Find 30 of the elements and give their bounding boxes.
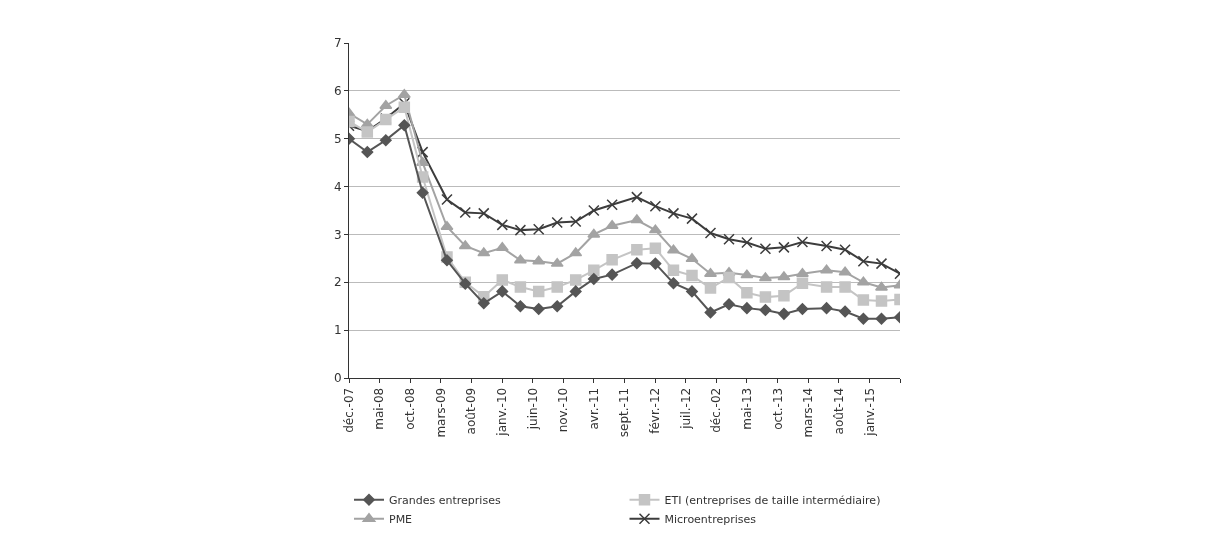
y-tick-label: 5 xyxy=(333,131,342,146)
x-tick-label: déc.-07 xyxy=(341,387,356,433)
legend-label: Grandes entreprises xyxy=(389,493,501,507)
y-tick-label: 3 xyxy=(333,227,342,242)
x-tick-label: mai-13 xyxy=(739,387,754,430)
legend-label: Microentreprises xyxy=(664,512,757,526)
x-tick-label: févr.-12 xyxy=(648,387,663,434)
x-tick-label: janv.-10 xyxy=(495,387,510,437)
x-tick-label: mars-09 xyxy=(433,387,448,438)
x-tick-label: oct.-08 xyxy=(403,387,418,430)
x-tick-label: août-14 xyxy=(831,387,846,435)
y-tick-label: 6 xyxy=(333,84,342,99)
x-tick-label: nov.-10 xyxy=(556,387,571,433)
legend-label: PME xyxy=(389,512,413,526)
y-tick-label: 0 xyxy=(333,371,342,386)
y-tick-label: 2 xyxy=(333,275,342,290)
x-tick-label: janv.-15 xyxy=(862,387,877,437)
y-tick-label: 1 xyxy=(333,323,342,338)
x-tick-label: juin-10 xyxy=(525,387,540,431)
legend-label: ETI (entreprises de taille intermédiaire) xyxy=(664,493,881,507)
x-tick-label: mai-08 xyxy=(372,387,387,430)
x-tick-label: oct.-13 xyxy=(770,387,785,430)
x-tick-label: avr.-11 xyxy=(586,387,601,430)
x-tick-label: juil.-12 xyxy=(678,387,693,430)
x-tick-label: mars-14 xyxy=(800,387,815,438)
x-tick-label: déc.-02 xyxy=(709,387,724,433)
x-tick-label: sept.-11 xyxy=(617,387,632,438)
x-tick-label: août-09 xyxy=(464,387,479,435)
y-tick-label: 4 xyxy=(333,179,342,194)
y-tick-label: 7 xyxy=(333,36,342,51)
